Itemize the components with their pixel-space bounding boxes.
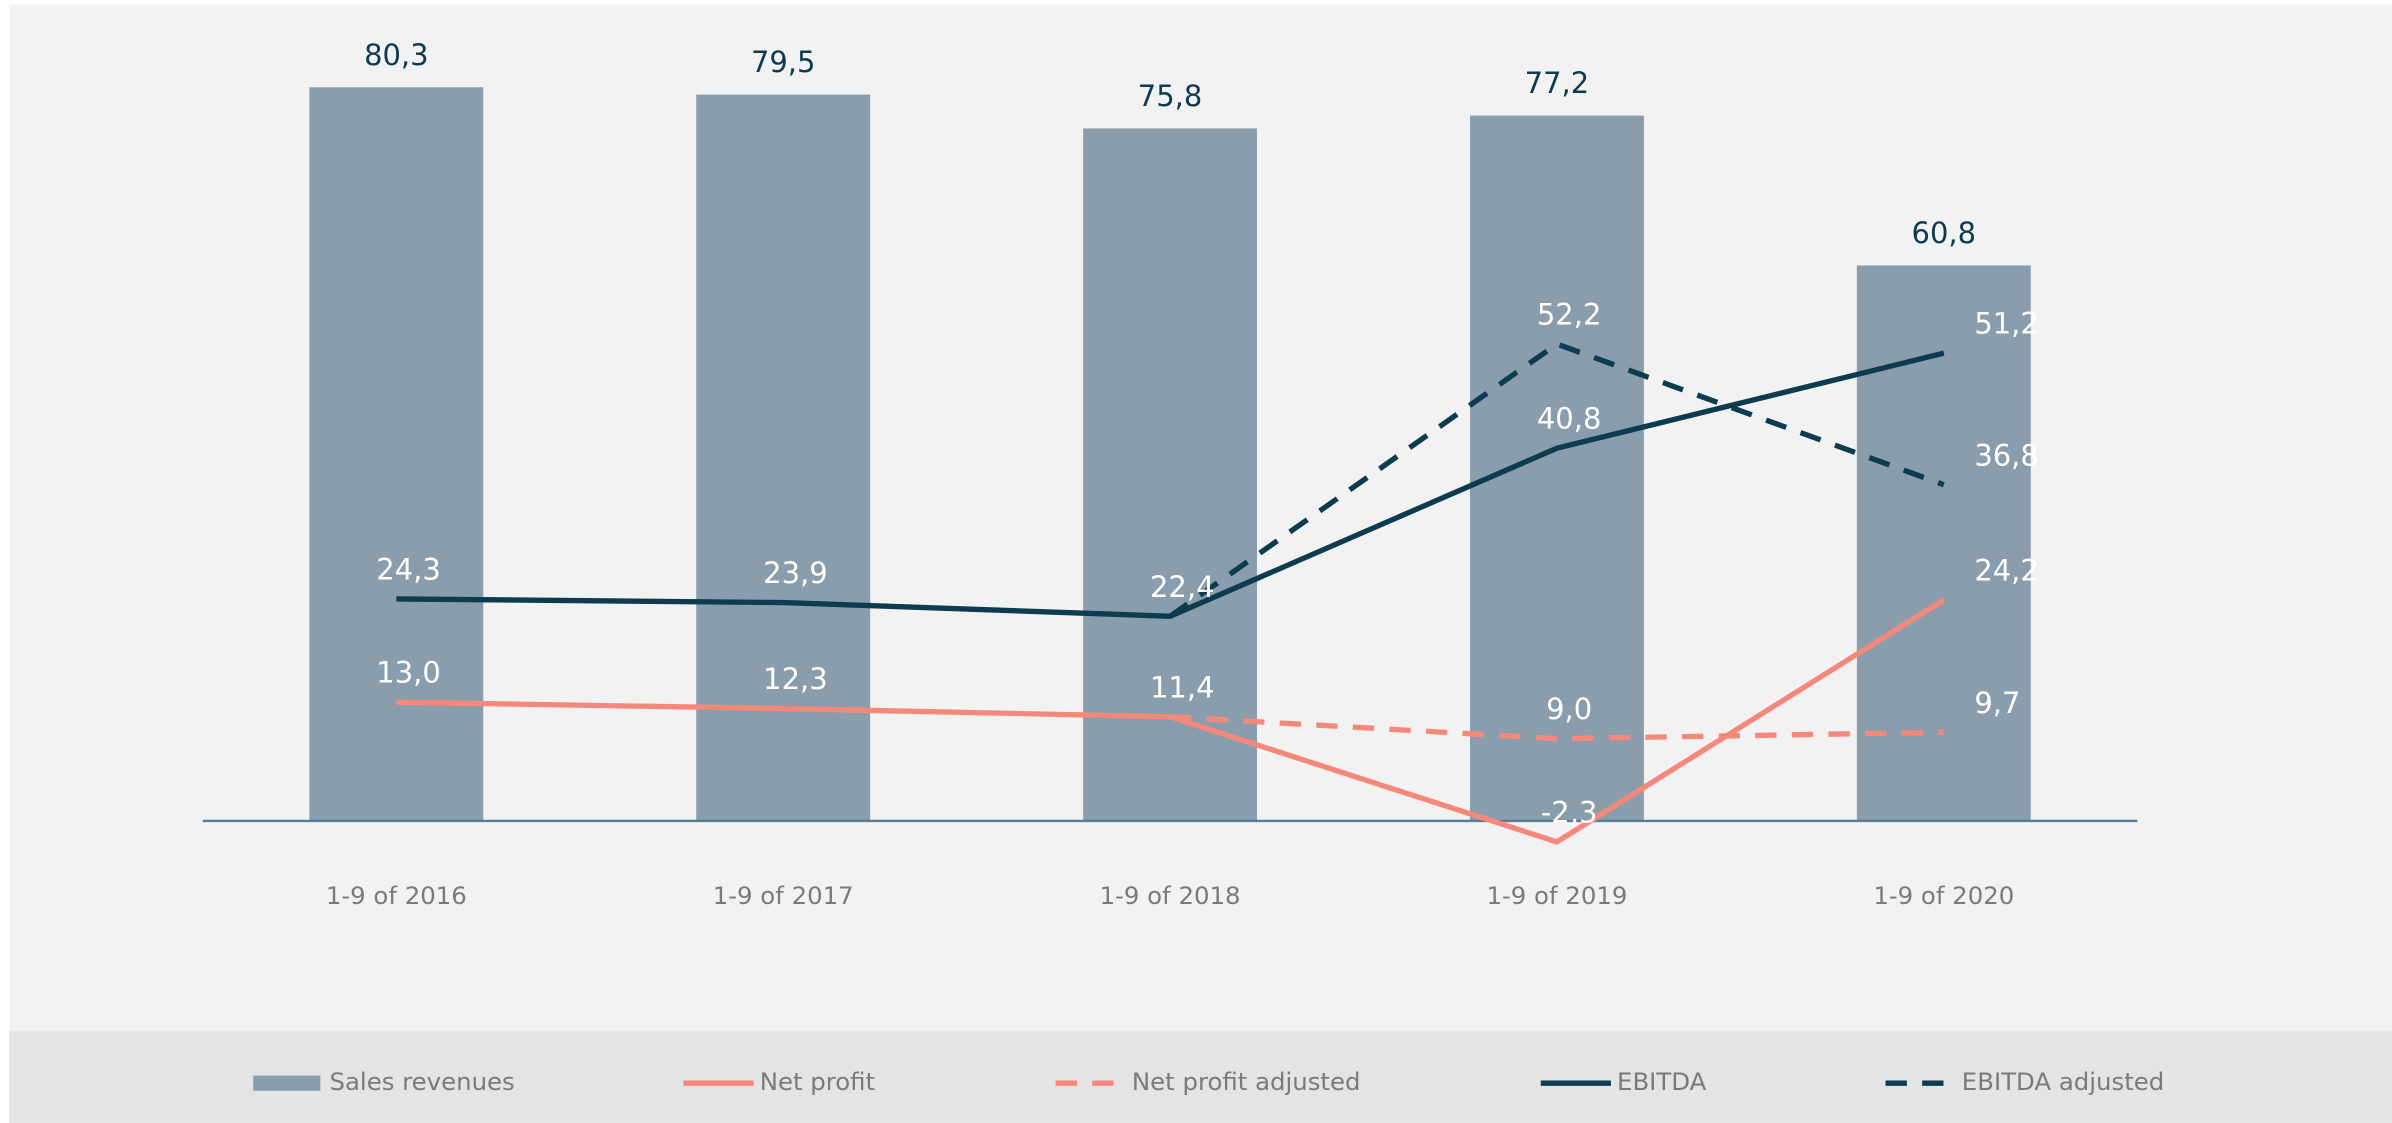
line-value-label: 11,4 bbox=[1150, 670, 1215, 704]
bar bbox=[1469, 115, 1644, 821]
legend-swatch bbox=[253, 1075, 321, 1091]
legend-bg bbox=[9, 1031, 2392, 1123]
legend-label: Net profit bbox=[760, 1067, 875, 1096]
line-value-label: -2,3 bbox=[1541, 795, 1598, 829]
line-value-label: 24,3 bbox=[376, 552, 441, 586]
legend-label: Sales revenues bbox=[330, 1067, 515, 1096]
line-value-label: 22,4 bbox=[1150, 570, 1215, 604]
legend-label: EBITDA bbox=[1617, 1067, 1707, 1096]
x-tick-label: 1-9 of 2017 bbox=[713, 881, 854, 910]
line-value-label: 52,2 bbox=[1537, 298, 1602, 332]
line-value-label: 51,2 bbox=[1974, 307, 2039, 341]
line-value-label: 12,3 bbox=[763, 662, 828, 696]
line-value-label: 9,0 bbox=[1546, 692, 1592, 726]
x-tick-label: 1-9 of 2020 bbox=[1873, 881, 2014, 910]
bar-value-label: 77,2 bbox=[1525, 66, 1590, 100]
bar-value-label: 75,8 bbox=[1138, 79, 1203, 113]
line-value-label: 24,2 bbox=[1974, 553, 2039, 587]
line-value-label: 36,8 bbox=[1974, 438, 2039, 472]
legend-label: EBITDA adjusted bbox=[1962, 1067, 2164, 1096]
line bbox=[1169, 714, 1944, 742]
line bbox=[1168, 341, 1945, 619]
bar bbox=[1083, 128, 1258, 821]
bar bbox=[309, 87, 484, 821]
line-value-label: 9,7 bbox=[1974, 686, 2020, 720]
x-tick-label: 1-9 of 2018 bbox=[1100, 881, 1241, 910]
line-value-label: 23,9 bbox=[763, 556, 828, 590]
line-value-label: 13,0 bbox=[376, 656, 441, 690]
line-value-label: 40,8 bbox=[1537, 402, 1602, 436]
bar-value-label: 79,5 bbox=[751, 45, 816, 79]
bar bbox=[696, 94, 871, 821]
bar-value-label: 80,3 bbox=[364, 38, 429, 72]
x-tick-label: 1-9 of 2019 bbox=[1486, 881, 1627, 910]
bar bbox=[1856, 265, 2031, 821]
x-tick-label: 1-9 of 2016 bbox=[326, 881, 467, 910]
legend-label: Net profit adjusted bbox=[1132, 1067, 1361, 1096]
bar-value-label: 60,8 bbox=[1912, 216, 1977, 250]
line bbox=[396, 597, 1946, 845]
